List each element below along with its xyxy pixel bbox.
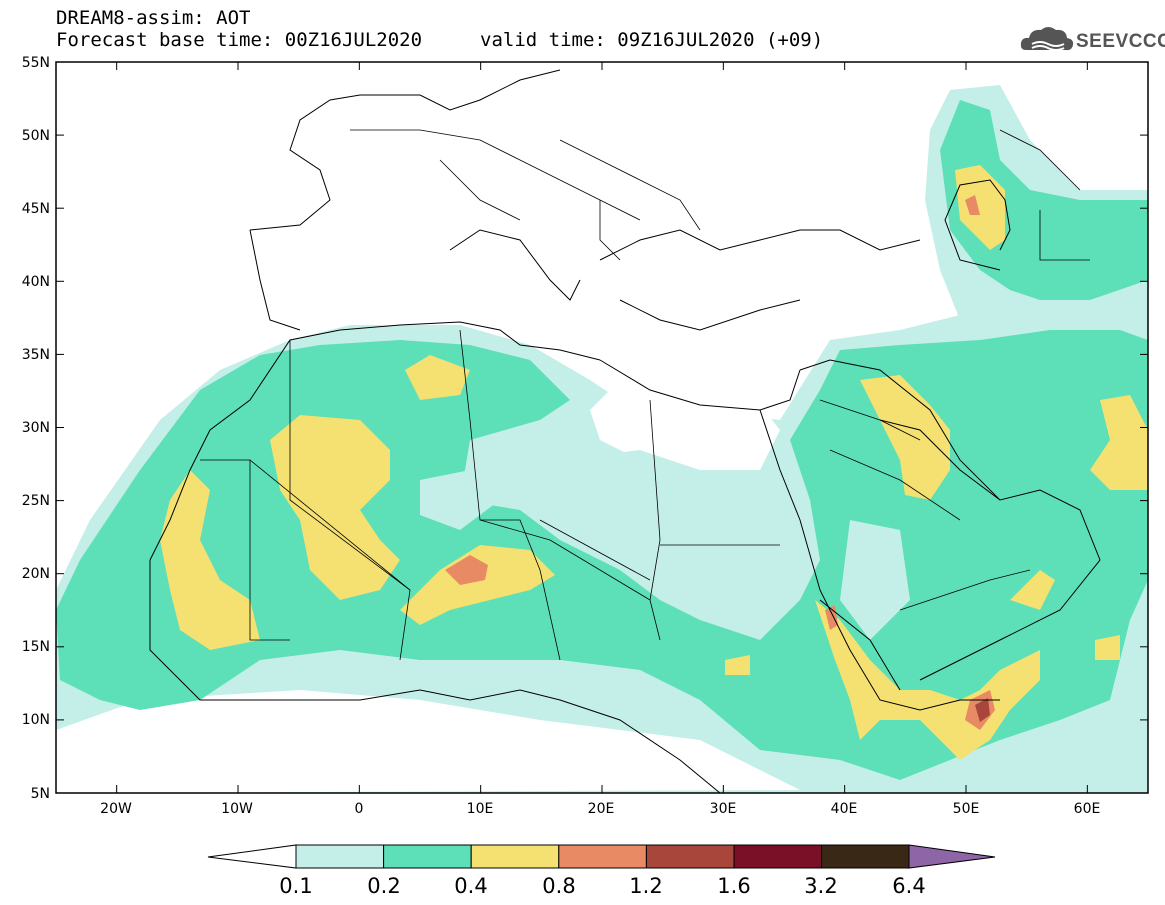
- lat-label: 40N: [22, 274, 50, 290]
- aot-band-0.4-caspian: [955, 165, 1005, 250]
- cloud-icon: [1020, 27, 1074, 51]
- lat-labels: 55N 50N 45N 40N 35N 30N 25N 20N 15N 10N …: [22, 55, 50, 802]
- aot-band-0.4-niger: [400, 545, 555, 625]
- aot-band-0.4-iran: [1090, 395, 1148, 490]
- lat-label: 35N: [22, 347, 50, 363]
- lon-label: 20W: [100, 801, 132, 817]
- lat-label: 20N: [22, 566, 50, 582]
- lon-labels: 20W 10W 0 10E 20E 30E 40E 50E 60E: [100, 801, 1100, 817]
- lon-label: 30E: [710, 801, 737, 817]
- aot-band-0.4-mauritania: [160, 470, 260, 650]
- product-title: DREAM8-assim: AOT: [56, 7, 251, 29]
- lat-label: 55N: [22, 55, 50, 71]
- lon-label: 10W: [221, 801, 253, 817]
- lat-label: 10N: [22, 712, 50, 728]
- coastlines: [149, 69, 1101, 793]
- seevccc-logo: SEEVCCC: [1018, 20, 1165, 60]
- lat-label: 5N: [31, 786, 50, 802]
- lon-label: 0: [355, 801, 364, 817]
- lat-label: 45N: [22, 201, 50, 217]
- lat-label: 50N: [22, 128, 50, 144]
- aot-field: [56, 85, 1148, 793]
- country-borders: [200, 129, 1090, 661]
- aot-band-0.4-iraq: [860, 375, 950, 500]
- aot-band-0.4-algeria: [405, 355, 470, 400]
- aot-band-0.2-ne: [940, 100, 1148, 300]
- aot-band-1.2: [975, 698, 990, 722]
- logo-text: SEEVCCC: [1076, 31, 1165, 52]
- lon-label: 10E: [467, 801, 494, 817]
- lat-label: 25N: [22, 493, 50, 509]
- lon-label: 50E: [953, 801, 980, 817]
- lat-label: 15N: [22, 639, 50, 655]
- lon-label: 40E: [831, 801, 858, 817]
- axis-ticks: [56, 62, 1148, 793]
- aot-band-0.8: [445, 555, 488, 585]
- base-time-label: Forecast base time: 00Z16JUL2020: [56, 29, 423, 51]
- lon-label: 20E: [588, 801, 615, 817]
- aot-band-0.4-oman: [1010, 570, 1055, 610]
- valid-time-label: valid time: 09Z16JUL2020 (+09): [480, 29, 824, 51]
- lon-label: 60E: [1074, 801, 1101, 817]
- lat-label: 30N: [22, 420, 50, 436]
- aot-band-0.4-sahara: [270, 415, 400, 600]
